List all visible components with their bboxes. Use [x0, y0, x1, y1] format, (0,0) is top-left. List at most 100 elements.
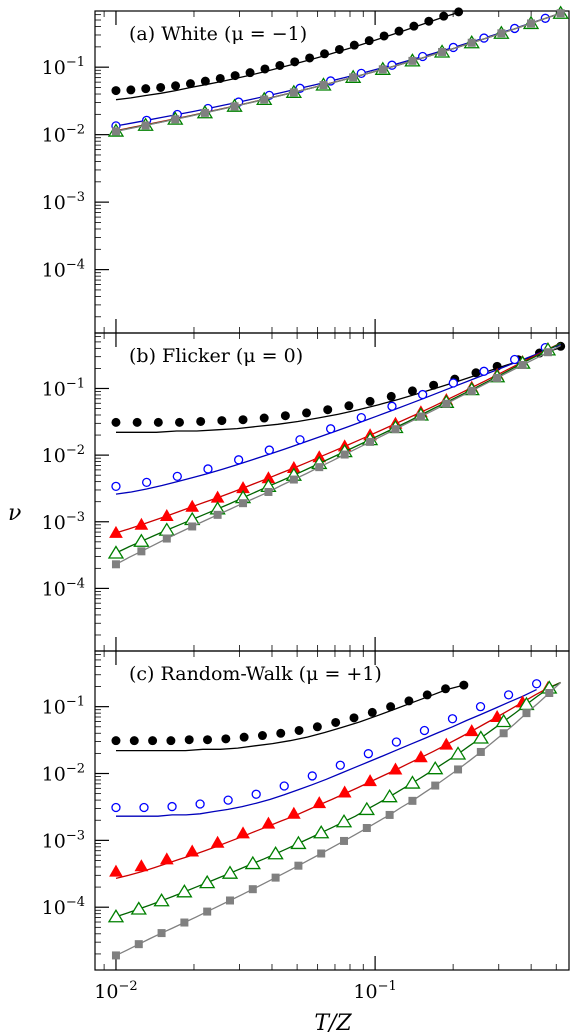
y-tick-label: 10−1 — [42, 376, 85, 400]
data-point — [107, 545, 125, 559]
data-point — [438, 47, 447, 56]
data-point — [497, 29, 506, 38]
data-point — [442, 399, 451, 408]
data-point — [159, 852, 174, 865]
data-point — [335, 813, 353, 828]
series-fit-line — [116, 689, 537, 817]
data-point — [111, 560, 120, 569]
y-tick-label: 10−1 — [42, 695, 85, 719]
data-point — [172, 471, 182, 482]
data-point — [467, 38, 476, 47]
data-point — [290, 835, 307, 850]
data-point — [344, 401, 354, 411]
data-point — [188, 522, 197, 531]
series-fit-line — [115, 681, 561, 880]
data-point — [381, 788, 398, 803]
data-point — [176, 884, 193, 898]
data-point — [153, 417, 163, 427]
data-point — [111, 481, 121, 491]
data-point — [499, 729, 508, 738]
data-point — [518, 361, 527, 370]
data-point — [459, 680, 469, 690]
data-point — [385, 810, 394, 819]
data-point — [126, 85, 136, 95]
data-point — [141, 84, 151, 94]
data-point — [531, 679, 542, 689]
data-point — [141, 477, 152, 488]
y-tick-label: 10−2 — [42, 443, 85, 467]
panels: 10−110−210−310−4(a) White (μ = −1) 10−1 10… — [42, 5, 570, 1003]
data-point — [134, 517, 149, 530]
data-point — [454, 7, 464, 17]
data-point — [340, 450, 349, 459]
data-point — [386, 391, 396, 401]
data-point — [391, 737, 402, 747]
data-point — [180, 918, 189, 927]
data-point — [379, 31, 389, 41]
data-point — [418, 389, 428, 400]
data-point — [378, 65, 387, 74]
data-point — [427, 760, 444, 775]
data-point — [454, 765, 463, 774]
data-point — [280, 411, 290, 421]
data-point — [334, 44, 344, 54]
data-point — [230, 102, 239, 111]
data-point — [479, 366, 489, 376]
data-point — [391, 425, 400, 434]
data-point — [203, 464, 213, 474]
data-point — [543, 348, 552, 357]
data-point — [472, 730, 490, 744]
data-point — [295, 435, 305, 445]
data-point — [315, 463, 324, 472]
data-point — [349, 73, 358, 82]
data-point — [364, 36, 374, 46]
data-point — [251, 789, 261, 799]
data-point — [264, 445, 274, 455]
data-point — [210, 490, 225, 503]
data-point — [362, 824, 371, 833]
data-point — [132, 417, 142, 427]
plot-frame — [94, 10, 570, 334]
series-1 — [111, 7, 464, 101]
x-tick-label: 10−2 — [94, 979, 137, 1003]
data-point — [337, 785, 352, 798]
data-point — [167, 801, 177, 812]
data-point — [464, 724, 479, 737]
data-point — [312, 722, 322, 732]
data-point — [137, 547, 146, 556]
data-point — [162, 534, 171, 543]
data-point — [449, 746, 467, 760]
panel-a: 10−1 10−2 10−3 10−4 (a) White (μ = −1) — [42, 5, 570, 334]
data-point — [244, 855, 261, 870]
data-point — [203, 735, 213, 745]
data-point — [271, 873, 280, 882]
data-point — [409, 21, 419, 31]
data-point — [349, 713, 359, 723]
data-point — [503, 690, 514, 700]
data-point — [407, 386, 417, 396]
data-point — [367, 707, 377, 717]
data-point — [320, 49, 330, 59]
data-point — [419, 725, 430, 736]
data-point — [107, 908, 125, 923]
data-point — [141, 121, 150, 130]
data-point — [111, 86, 121, 96]
data-point — [200, 108, 209, 117]
data-point — [323, 405, 333, 415]
data-point — [159, 508, 174, 522]
y-tick-label: 10−2 — [42, 762, 85, 786]
data-point — [294, 725, 304, 735]
data-point — [111, 736, 121, 746]
series-5 — [111, 345, 561, 569]
data-point — [238, 415, 248, 425]
data-point — [185, 79, 195, 89]
y-tick-label: 10−3 — [42, 828, 85, 852]
series-2 — [111, 679, 542, 817]
series-fit-line — [115, 682, 562, 956]
data-point — [422, 690, 432, 700]
data-point — [313, 824, 330, 839]
data-point — [404, 696, 414, 706]
data-point — [414, 750, 428, 763]
data-point — [230, 71, 240, 81]
data-point — [109, 864, 123, 877]
